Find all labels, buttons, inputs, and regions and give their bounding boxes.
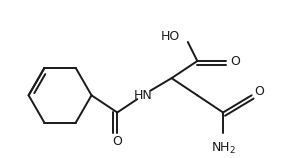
Text: NH$_2$: NH$_2$ bbox=[210, 141, 236, 156]
Text: O: O bbox=[231, 55, 241, 67]
Text: HN: HN bbox=[134, 89, 152, 102]
Text: O: O bbox=[112, 135, 122, 148]
Text: HO: HO bbox=[161, 30, 180, 43]
Text: O: O bbox=[254, 85, 264, 98]
